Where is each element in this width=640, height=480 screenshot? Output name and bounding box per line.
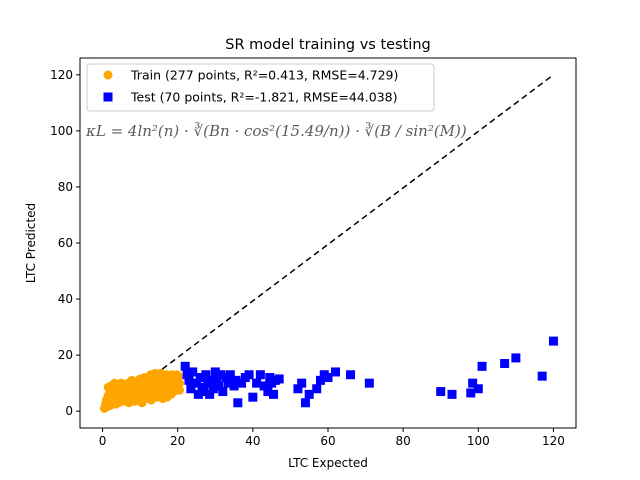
x-tick-label: 120: [542, 434, 565, 448]
test-point: [274, 374, 284, 384]
test-point: [300, 398, 310, 408]
test-point: [263, 387, 273, 397]
test-point: [207, 375, 217, 385]
test-point: [346, 370, 356, 380]
legend-test-marker: [103, 92, 113, 102]
test-point: [248, 392, 258, 402]
test-point: [205, 389, 215, 399]
test-point: [188, 367, 198, 377]
x-tick-label: 20: [170, 434, 185, 448]
y-tick-label: 20: [58, 348, 73, 362]
test-point: [195, 373, 205, 383]
test-point: [223, 378, 233, 388]
y-tick-label: 120: [50, 68, 73, 82]
test-point: [500, 359, 510, 369]
test-point: [193, 389, 203, 399]
test-point: [364, 378, 374, 388]
test-point: [511, 353, 521, 363]
reference-line-layer: [105, 74, 554, 412]
x-tick-label: 100: [467, 434, 490, 448]
test-point: [255, 370, 265, 380]
test-point: [473, 384, 483, 394]
test-point: [233, 398, 243, 408]
test-point: [436, 387, 446, 397]
test-point: [293, 384, 303, 394]
test-point: [225, 370, 235, 380]
x-tick-label: 40: [245, 434, 260, 448]
legend-train-marker: [103, 70, 113, 80]
test-point: [331, 367, 341, 377]
test-point: [304, 389, 314, 399]
test-point: [323, 373, 333, 383]
y-axis-label: LTC Predicted: [24, 203, 38, 283]
test-point: [218, 387, 228, 397]
train-series-layer: [99, 368, 185, 413]
legend-box: [86, 63, 435, 112]
test-point: [252, 378, 262, 388]
test-point: [237, 378, 247, 388]
test-point: [199, 387, 209, 397]
y-tick-label: 40: [58, 292, 73, 306]
test-point: [210, 367, 220, 377]
y-tick-label: 80: [58, 180, 73, 194]
x-axis-label: LTC Expected: [288, 456, 368, 470]
test-point: [231, 375, 241, 385]
test-point: [216, 370, 226, 380]
test-point: [244, 370, 254, 380]
test-point: [229, 381, 239, 391]
test-point: [269, 389, 279, 399]
test-point: [447, 389, 457, 399]
test-point: [312, 384, 322, 394]
chart-title: SR model training vs testing: [225, 37, 430, 53]
train-point: [175, 385, 185, 395]
x-tick-label: 80: [396, 434, 411, 448]
test-series-layer: [180, 336, 558, 408]
train-point: [129, 382, 139, 392]
y-tick-label: 100: [50, 124, 73, 138]
reference-diagonal-line: [105, 74, 554, 412]
test-point: [180, 361, 190, 371]
test-point: [208, 384, 218, 394]
test-point: [297, 378, 307, 388]
y-tick-label: 0: [65, 404, 73, 418]
test-point: [259, 381, 269, 391]
test-point: [466, 388, 476, 398]
x-tick-label: 60: [320, 434, 335, 448]
x-axis-ticks: 0 20 40 60 80 100 120: [99, 428, 565, 448]
formula-annotation: κL = 4ln²(n) · ∛(Bn · cos²(15.49/n)) · ∛…: [85, 122, 467, 140]
test-point: [191, 378, 201, 388]
y-tick-label: 60: [58, 236, 73, 250]
test-point: [184, 375, 194, 385]
train-point: [173, 377, 183, 387]
y-axis-ticks: 0 20 40 60 80 100 120: [50, 68, 80, 418]
test-point: [182, 370, 192, 380]
test-point: [477, 361, 487, 371]
test-point: [186, 384, 196, 394]
test-point: [548, 336, 558, 346]
legend: Train (277 points, R²=0.413, RMSE=4.729)…: [86, 63, 435, 112]
x-tick-label: 0: [99, 434, 107, 448]
test-point: [468, 378, 478, 388]
test-point: [265, 373, 275, 383]
test-point: [537, 371, 547, 381]
test-point: [315, 375, 325, 385]
test-point: [214, 381, 224, 391]
legend-test-label: Test (70 points, R²=-1.821, RMSE=44.038): [130, 90, 398, 105]
plot-area: [99, 74, 558, 413]
legend-train-label: Train (277 points, R²=0.413, RMSE=4.729): [130, 68, 398, 83]
test-point: [201, 370, 211, 380]
